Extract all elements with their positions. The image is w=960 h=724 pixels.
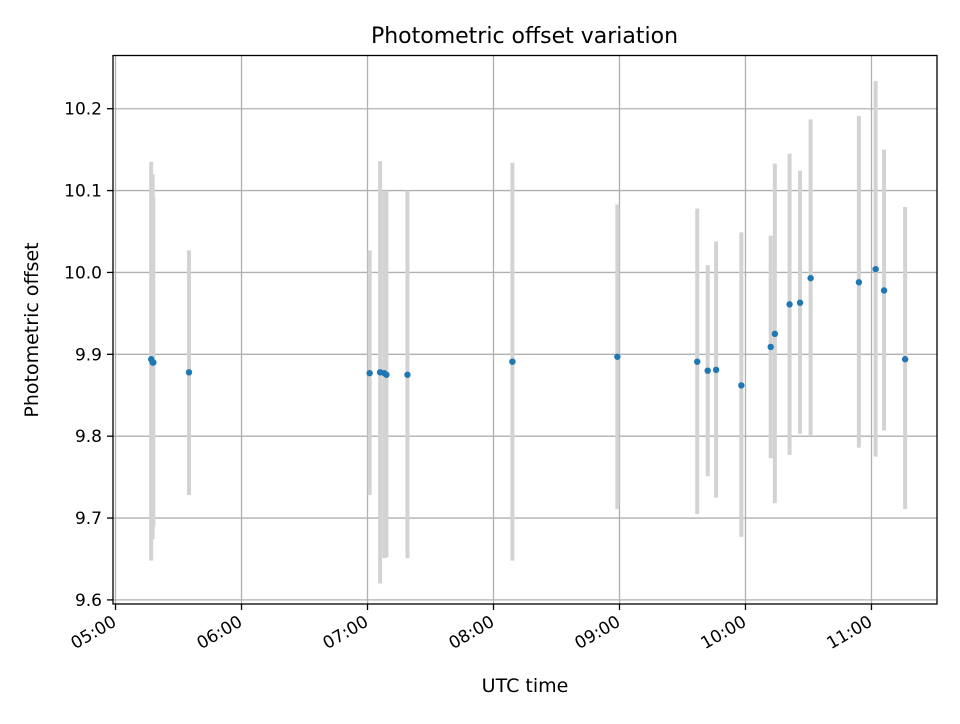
- data-point: [694, 358, 701, 365]
- data-point: [704, 367, 711, 374]
- data-point: [614, 353, 621, 360]
- y-tick-label: 10.1: [64, 182, 102, 202]
- data-point: [880, 287, 888, 294]
- y-tick-label: 9.8: [75, 427, 102, 447]
- y-axis-ticks: 9.6 9.7 9.8 9.9 10.0 10.1 10.2: [64, 100, 113, 611]
- y-axis-label: Photometric offset: [21, 242, 43, 417]
- y-tick-label: 9.7: [75, 509, 102, 529]
- y-tick-label: 10.2: [64, 100, 102, 120]
- data-point: [807, 274, 814, 282]
- data-point: [786, 301, 793, 308]
- y-tick-label: 10.0: [64, 263, 102, 283]
- data-point: [872, 265, 879, 273]
- data-point: [771, 330, 779, 338]
- data-point: [185, 369, 193, 376]
- data-point: [901, 356, 909, 363]
- data-point: [712, 366, 720, 374]
- data-point: [738, 382, 745, 389]
- chart-title: Photometric offset variation: [371, 24, 678, 49]
- data-point: [366, 369, 373, 377]
- data-point: [509, 358, 516, 365]
- plot-area-frame: [112, 54, 938, 605]
- data-points: [147, 265, 909, 389]
- y-tick-label: 9.9: [75, 345, 102, 365]
- data-point: [404, 371, 411, 378]
- data-point: [767, 343, 774, 351]
- data-point: [383, 371, 390, 378]
- x-axis-label: UTC time: [482, 675, 569, 697]
- y-tick-label: 9.6: [75, 591, 102, 611]
- data-point: [796, 299, 804, 306]
- data-point: [150, 359, 157, 366]
- data-point: [855, 279, 863, 286]
